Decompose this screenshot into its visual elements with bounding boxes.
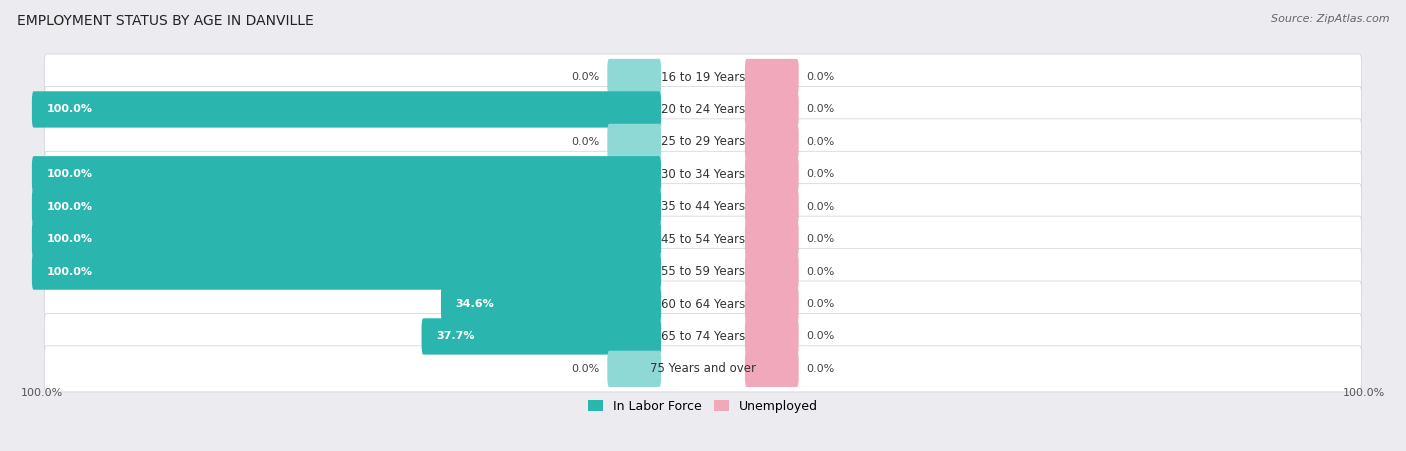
FancyBboxPatch shape <box>32 91 661 128</box>
FancyBboxPatch shape <box>607 124 661 160</box>
FancyBboxPatch shape <box>32 189 661 225</box>
Text: 100.0%: 100.0% <box>21 388 63 398</box>
Text: 0.0%: 0.0% <box>806 137 834 147</box>
Text: 45 to 54 Years: 45 to 54 Years <box>661 233 745 246</box>
FancyBboxPatch shape <box>45 346 1361 392</box>
FancyBboxPatch shape <box>32 221 661 258</box>
Text: 34.6%: 34.6% <box>456 299 494 309</box>
Text: 20 to 24 Years: 20 to 24 Years <box>661 103 745 116</box>
FancyBboxPatch shape <box>745 156 799 193</box>
Text: 16 to 19 Years: 16 to 19 Years <box>661 70 745 83</box>
FancyBboxPatch shape <box>45 119 1361 165</box>
Text: 0.0%: 0.0% <box>806 267 834 276</box>
FancyBboxPatch shape <box>745 351 799 387</box>
FancyBboxPatch shape <box>745 253 799 290</box>
Text: 100.0%: 100.0% <box>46 234 93 244</box>
Text: 0.0%: 0.0% <box>806 105 834 115</box>
Text: 0.0%: 0.0% <box>806 234 834 244</box>
Text: 0.0%: 0.0% <box>806 364 834 374</box>
FancyBboxPatch shape <box>32 156 661 193</box>
Text: 60 to 64 Years: 60 to 64 Years <box>661 298 745 310</box>
Text: 100.0%: 100.0% <box>46 267 93 276</box>
Text: 0.0%: 0.0% <box>572 364 600 374</box>
FancyBboxPatch shape <box>422 318 661 354</box>
FancyBboxPatch shape <box>45 216 1361 262</box>
Legend: In Labor Force, Unemployed: In Labor Force, Unemployed <box>583 395 823 418</box>
FancyBboxPatch shape <box>45 313 1361 359</box>
Text: Source: ZipAtlas.com: Source: ZipAtlas.com <box>1271 14 1389 23</box>
Text: 0.0%: 0.0% <box>806 169 834 179</box>
Text: 100.0%: 100.0% <box>1343 388 1385 398</box>
Text: 25 to 29 Years: 25 to 29 Years <box>661 135 745 148</box>
Text: 0.0%: 0.0% <box>806 299 834 309</box>
FancyBboxPatch shape <box>45 249 1361 295</box>
Text: 100.0%: 100.0% <box>46 105 93 115</box>
Text: 0.0%: 0.0% <box>572 72 600 82</box>
FancyBboxPatch shape <box>745 318 799 354</box>
FancyBboxPatch shape <box>607 351 661 387</box>
FancyBboxPatch shape <box>45 54 1361 100</box>
Text: 0.0%: 0.0% <box>806 331 834 341</box>
Text: EMPLOYMENT STATUS BY AGE IN DANVILLE: EMPLOYMENT STATUS BY AGE IN DANVILLE <box>17 14 314 28</box>
Text: 100.0%: 100.0% <box>46 202 93 212</box>
FancyBboxPatch shape <box>607 59 661 95</box>
Text: 30 to 34 Years: 30 to 34 Years <box>661 168 745 181</box>
Text: 75 Years and over: 75 Years and over <box>650 362 756 375</box>
Text: 0.0%: 0.0% <box>572 137 600 147</box>
Text: 35 to 44 Years: 35 to 44 Years <box>661 200 745 213</box>
FancyBboxPatch shape <box>745 124 799 160</box>
Text: 0.0%: 0.0% <box>806 72 834 82</box>
Text: 55 to 59 Years: 55 to 59 Years <box>661 265 745 278</box>
FancyBboxPatch shape <box>45 281 1361 327</box>
Text: 65 to 74 Years: 65 to 74 Years <box>661 330 745 343</box>
Text: 100.0%: 100.0% <box>46 169 93 179</box>
FancyBboxPatch shape <box>45 184 1361 230</box>
FancyBboxPatch shape <box>745 91 799 128</box>
FancyBboxPatch shape <box>45 151 1361 198</box>
FancyBboxPatch shape <box>745 221 799 258</box>
FancyBboxPatch shape <box>745 286 799 322</box>
FancyBboxPatch shape <box>745 189 799 225</box>
FancyBboxPatch shape <box>441 286 661 322</box>
Text: 37.7%: 37.7% <box>436 331 474 341</box>
FancyBboxPatch shape <box>45 87 1361 133</box>
FancyBboxPatch shape <box>745 59 799 95</box>
Text: 0.0%: 0.0% <box>806 202 834 212</box>
FancyBboxPatch shape <box>32 253 661 290</box>
